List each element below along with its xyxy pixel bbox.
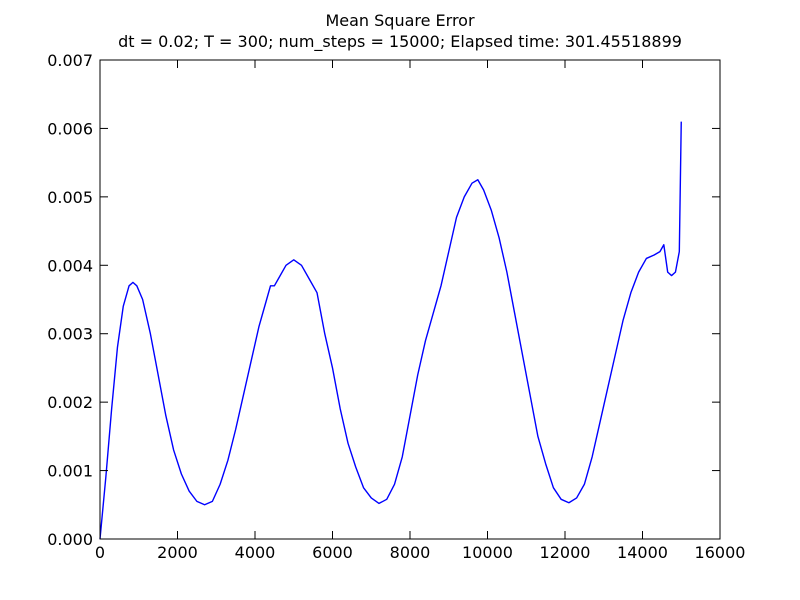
- x-tick-label: 10000: [462, 543, 513, 562]
- x-tick-label: 14000: [617, 543, 668, 562]
- y-tick-label: 0.001: [47, 462, 93, 481]
- series-line-0: [99, 121, 682, 540]
- y-tick-label: 0.006: [47, 119, 93, 138]
- plot-series: [99, 121, 682, 540]
- x-tick-label: 2000: [157, 543, 198, 562]
- y-tick-label: 0.002: [47, 393, 93, 412]
- y-tick-label: 0.000: [47, 530, 93, 549]
- x-tick-label: 6000: [312, 543, 353, 562]
- y-tick-label: 0.004: [47, 256, 93, 275]
- x-tick-label: 4000: [235, 543, 276, 562]
- y-axis-tick-labels: 0.000 0.001 0.002 0.003 0.004 0.005 0.006 0.007: [47, 51, 93, 549]
- plot-frame: [99, 59, 721, 540]
- x-tick-label: 16000: [695, 543, 746, 562]
- x-tick-label: 8000: [390, 543, 431, 562]
- y-tick-label: 0.005: [47, 188, 93, 207]
- x-tick-label: 0: [95, 543, 105, 562]
- y-tick-label: 0.007: [47, 51, 93, 70]
- chart-subtitle: dt = 0.02; T = 300; num_steps = 15000; E…: [118, 32, 682, 52]
- chart-title: Mean Square Error: [325, 11, 475, 30]
- x-tick-label: 12000: [540, 543, 591, 562]
- x-axis-tick-labels: 0 2000 4000 6000 8000 10000 12000 14000 16000: [95, 543, 746, 562]
- y-tick-label: 0.003: [47, 325, 93, 344]
